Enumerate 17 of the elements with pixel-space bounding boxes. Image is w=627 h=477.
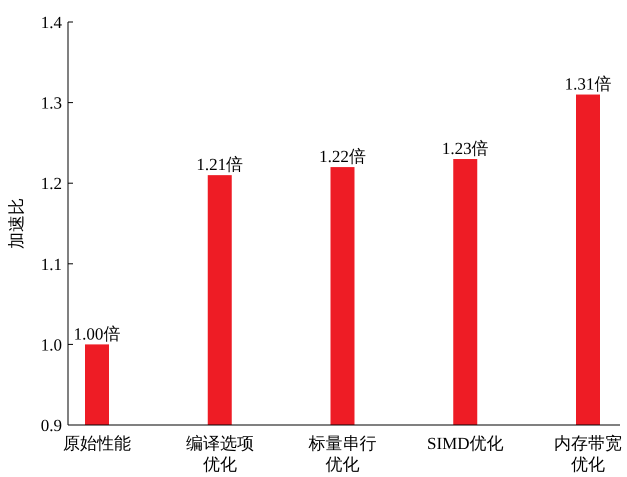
- y-tick-label: 1.3: [40, 94, 62, 113]
- y-tick-label: 0.9: [40, 416, 62, 435]
- data-label: 1.31倍: [564, 74, 612, 94]
- data-label: 1.23倍: [442, 139, 489, 158]
- y-tick-label: 1.2: [40, 174, 62, 194]
- x-tick-label: 编译选项优化: [186, 434, 254, 474]
- y-tick-label: 1.4: [40, 12, 62, 32]
- data-label: 1.00倍: [74, 324, 120, 344]
- y-tick-label: 1.1: [40, 254, 62, 274]
- y-axis-title: 加速比: [7, 198, 26, 249]
- data-label: 1.21倍: [196, 155, 244, 174]
- data-label: 1.22倍: [319, 147, 366, 166]
- y-tick-label: 1.0: [40, 335, 62, 354]
- x-tick-label: 内存带宽优化: [554, 434, 622, 474]
- x-tick-label: SIMD优化: [426, 434, 504, 453]
- x-tick-label: 原始性能: [63, 434, 131, 453]
- x-tick-label: 标量串行优化: [308, 434, 376, 474]
